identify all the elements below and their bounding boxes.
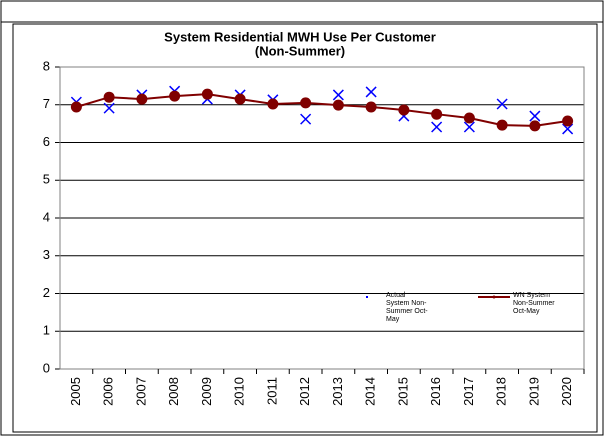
marker <box>365 101 377 113</box>
marker <box>332 99 344 111</box>
marker <box>562 115 574 127</box>
x-tick-label: 2008 <box>166 377 181 406</box>
marker <box>463 112 475 124</box>
legend-label: Actual System Non-Summer Oct-May <box>386 292 428 323</box>
marker <box>234 93 246 105</box>
marker <box>398 104 410 116</box>
y-tick-label: 8 <box>43 58 50 73</box>
x-tick-label: 2016 <box>428 377 443 406</box>
marker <box>201 88 213 100</box>
marker <box>365 86 377 98</box>
x-tick-label: 2006 <box>101 377 116 406</box>
marker <box>103 91 115 103</box>
x-tick-label: 2015 <box>395 377 410 406</box>
legend-label: WN System Non-Summer Oct-May <box>513 292 555 315</box>
y-tick-label: 6 <box>43 134 50 149</box>
marker <box>431 108 443 120</box>
marker <box>103 102 115 114</box>
x-tick-label: 2014 <box>363 377 378 406</box>
x-tick-label: 2019 <box>526 377 541 406</box>
marker <box>136 93 148 105</box>
legend-marker <box>366 296 368 298</box>
marker <box>169 90 181 102</box>
marker <box>70 101 82 113</box>
marker <box>562 123 574 135</box>
marker <box>529 120 541 132</box>
marker <box>463 121 475 133</box>
marker <box>332 89 344 101</box>
y-tick-label: 2 <box>43 285 50 300</box>
chart-subtitle: (Non-Summer) <box>255 43 345 58</box>
x-tick-label: 2005 <box>68 377 83 406</box>
x-tick-label: 2009 <box>199 377 214 406</box>
x-tick-label: 2011 <box>264 377 279 405</box>
x-tick-label: 2012 <box>297 377 312 406</box>
x-tick-label: 2018 <box>494 377 509 406</box>
marker <box>300 113 312 125</box>
y-tick-label: 1 <box>43 323 50 338</box>
marker <box>267 98 279 110</box>
marker <box>300 97 312 109</box>
marker <box>529 110 541 122</box>
x-tick-label: 2020 <box>559 377 574 406</box>
chart-title: System Residential MWH Use Per Customer <box>164 29 436 44</box>
y-tick-label: 4 <box>43 209 50 224</box>
y-tick-label: 0 <box>43 360 50 375</box>
series-line <box>76 93 568 127</box>
x-tick-label: 2010 <box>232 377 247 406</box>
legend-marker <box>492 295 496 299</box>
y-tick-label: 5 <box>43 172 50 187</box>
marker <box>496 119 508 131</box>
y-tick-label: 3 <box>43 247 50 262</box>
chart-frame <box>12 23 598 433</box>
x-tick-label: 2017 <box>461 377 476 406</box>
x-tick-label: 2013 <box>330 377 345 406</box>
y-tick-label: 7 <box>43 96 50 111</box>
x-tick-label: 2007 <box>133 377 148 406</box>
marker <box>496 98 508 110</box>
marker <box>431 121 443 133</box>
